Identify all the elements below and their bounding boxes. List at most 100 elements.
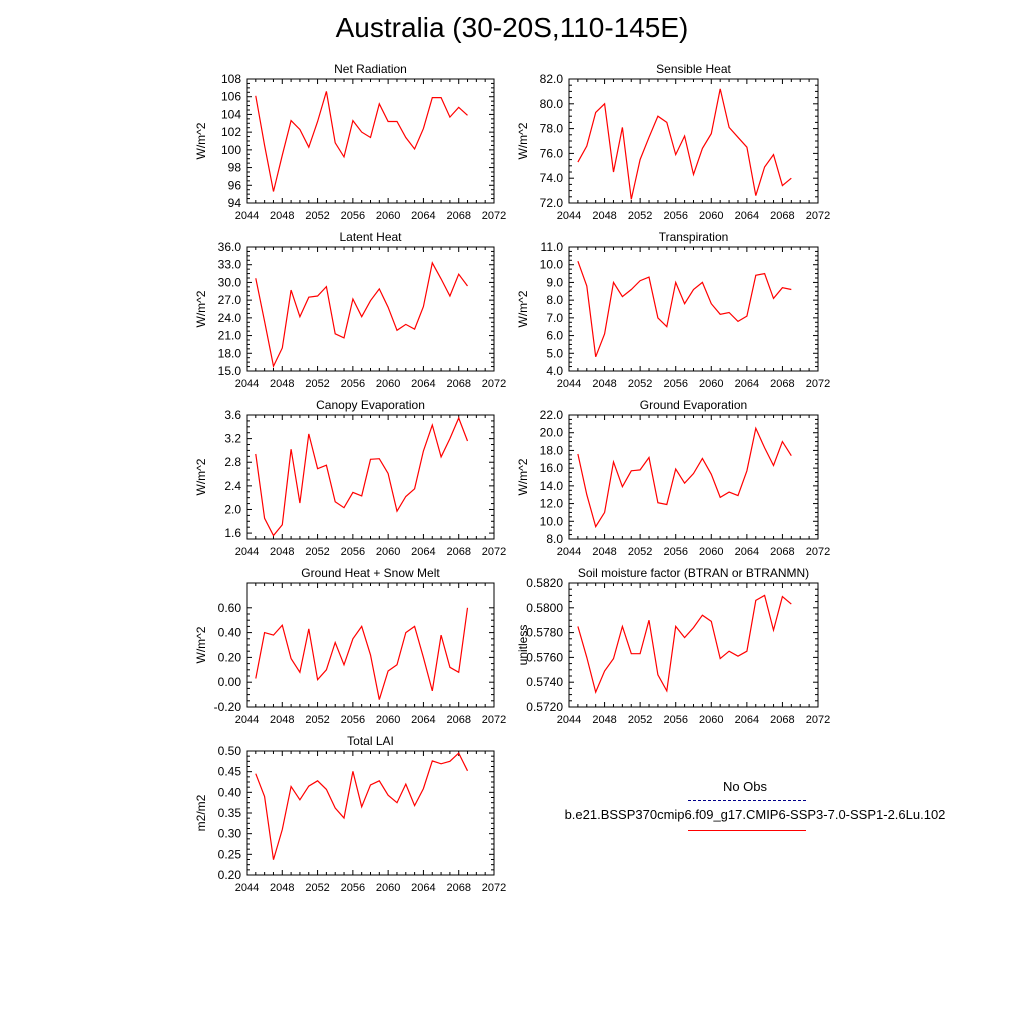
x-tick-label: 2072 [482,210,506,222]
x-tick-label: 2048 [592,378,616,390]
y-tick-label: 0.5740 [526,675,563,689]
x-tick-label: 2064 [735,714,759,726]
panel-title: Latent Heat [339,230,402,244]
y-axis-label: W/m^2 [516,122,530,159]
y-tick-label: 0.5720 [526,700,563,714]
y-tick-label: 8.0 [546,293,563,307]
y-tick-label: 76.0 [540,146,564,160]
y-tick-label: 0.40 [218,785,242,799]
y-tick-label: 0.5800 [526,601,563,615]
panel-title: Ground Evaporation [640,398,747,412]
panel-title: Ground Heat + Snow Melt [301,566,440,580]
plot-frame [568,414,819,540]
y-tick-label: 78.0 [540,122,564,136]
y-tick-label: 12.0 [540,497,564,511]
x-tick-label: 2060 [699,546,723,558]
x-tick-label: 2044 [235,210,259,222]
x-tick-label: 2044 [557,378,581,390]
panel-4: Canopy Evaporation W/m^2 2044 2048 2052 2056 2… [194,398,506,558]
y-axis-label: m2/m2 [194,794,208,831]
x-tick-label: 2052 [628,714,652,726]
panel-title: Total LAI [347,734,394,748]
x-tick-label: 2072 [806,378,830,390]
y-tick-label: 106 [221,90,241,104]
plot-frame [246,78,495,204]
x-tick-label: 2064 [411,714,435,726]
y-tick-label: 14.0 [540,479,564,493]
x-tick-label: 2044 [235,882,259,894]
x-tick-label: 2064 [411,882,435,894]
x-tick-label: 2056 [663,546,687,558]
y-axis-label: W/m^2 [194,290,208,327]
y-tick-label: 22.0 [540,408,564,422]
y-tick-label: 9.0 [546,275,563,289]
y-tick-label: 10.0 [540,258,564,272]
page-title: Australia (30-20S,110-145E) [335,12,689,43]
legend-obs-line [688,800,806,801]
x-tick-label: 2060 [699,714,723,726]
x-tick-label: 2068 [446,378,470,390]
x-tick-label: 2072 [482,378,506,390]
y-tick-label: 0.30 [218,827,242,841]
x-tick-label: 2044 [557,714,581,726]
y-tick-label: -0.20 [214,700,242,714]
plot-frame [246,414,495,540]
x-tick-label: 2044 [557,546,581,558]
y-tick-label: 16.0 [540,461,564,475]
series-line [255,91,468,192]
x-tick-label: 2052 [305,210,329,222]
x-tick-label: 2064 [411,546,435,558]
panel-6: Ground Heat + Snow Melt W/m^2 2044 2048 2052… [194,566,506,726]
panel-title: Soil moisture factor (BTRAN or BTRANMN) [578,566,809,580]
y-tick-label: 3.2 [224,432,241,446]
x-tick-label: 2052 [305,882,329,894]
y-tick-label: 0.5780 [526,626,563,640]
x-tick-label: 2056 [663,378,687,390]
panel-0: Net Radiation W/m^2 2044 2048 2052 2056 2060 20… [194,62,506,222]
x-tick-label: 2068 [770,210,794,222]
x-tick-label: 2060 [376,882,400,894]
y-tick-label: 6.0 [546,329,563,343]
y-tick-label: 30.0 [218,275,242,289]
x-tick-label: 2060 [699,210,723,222]
x-tick-label: 2052 [305,378,329,390]
panel-8: Total LAI m2/m2 2044 2048 2052 2056 2060 2064 20… [194,734,506,894]
panel-3: Transpiration W/m^2 2044 2048 2052 2056 2060 20… [516,230,830,390]
y-tick-label: 2.0 [224,502,241,516]
y-tick-label: 98 [228,161,242,175]
x-tick-label: 2060 [376,210,400,222]
x-tick-label: 2060 [376,714,400,726]
x-tick-label: 2064 [411,210,435,222]
panel-title: Transpiration [659,230,729,244]
y-axis-label: W/m^2 [516,458,530,495]
x-tick-label: 2072 [806,210,830,222]
x-tick-label: 2068 [770,714,794,726]
x-tick-label: 2056 [341,882,365,894]
x-tick-label: 2048 [270,546,294,558]
y-tick-label: 0.45 [218,765,242,779]
y-tick-label: 0.50 [218,744,242,758]
x-tick-label: 2064 [735,210,759,222]
legend-model-label: b.e21.BSSP370cmip6.f09_g17.CMIP6-SSP3-7.… [564,807,946,822]
y-tick-label: 0.25 [218,847,242,861]
x-tick-label: 2060 [376,378,400,390]
series-line [255,752,469,860]
series-line [255,261,468,369]
plot-frame [568,246,819,372]
y-tick-label: 0.20 [218,868,242,882]
x-tick-label: 2056 [663,210,687,222]
y-tick-label: 94 [228,196,242,210]
x-tick-label: 2044 [235,714,259,726]
y-axis-label: W/m^2 [194,122,208,159]
series-line [577,260,792,358]
y-tick-label: 0.40 [218,626,242,640]
x-tick-label: 2048 [270,378,294,390]
y-tick-label: 18.0 [218,346,242,360]
x-tick-label: 2052 [628,378,652,390]
x-tick-label: 2044 [557,210,581,222]
panel-title: Net Radiation [334,62,407,76]
x-tick-label: 2044 [235,378,259,390]
y-tick-label: 80.0 [540,97,564,111]
y-axis-label: unitless [516,625,530,666]
